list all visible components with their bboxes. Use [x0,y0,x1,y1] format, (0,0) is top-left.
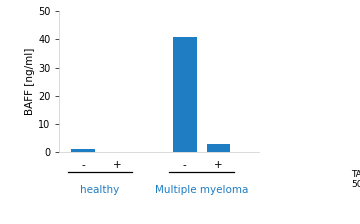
Text: healthy: healthy [80,185,120,195]
Text: +: + [113,160,121,170]
Text: Multiple myeloma: Multiple myeloma [155,185,248,195]
Bar [207,144,230,152]
Text: +: + [214,160,223,170]
Bar [173,37,197,152]
Y-axis label: BAFF [ng/ml]: BAFF [ng/ml] [25,48,35,115]
Bar [71,149,95,152]
Text: -: - [183,160,186,170]
Text: TACl (h):Fc
500ng/ml: TACl (h):Fc 500ng/ml [351,170,360,189]
Text: -: - [81,160,85,170]
